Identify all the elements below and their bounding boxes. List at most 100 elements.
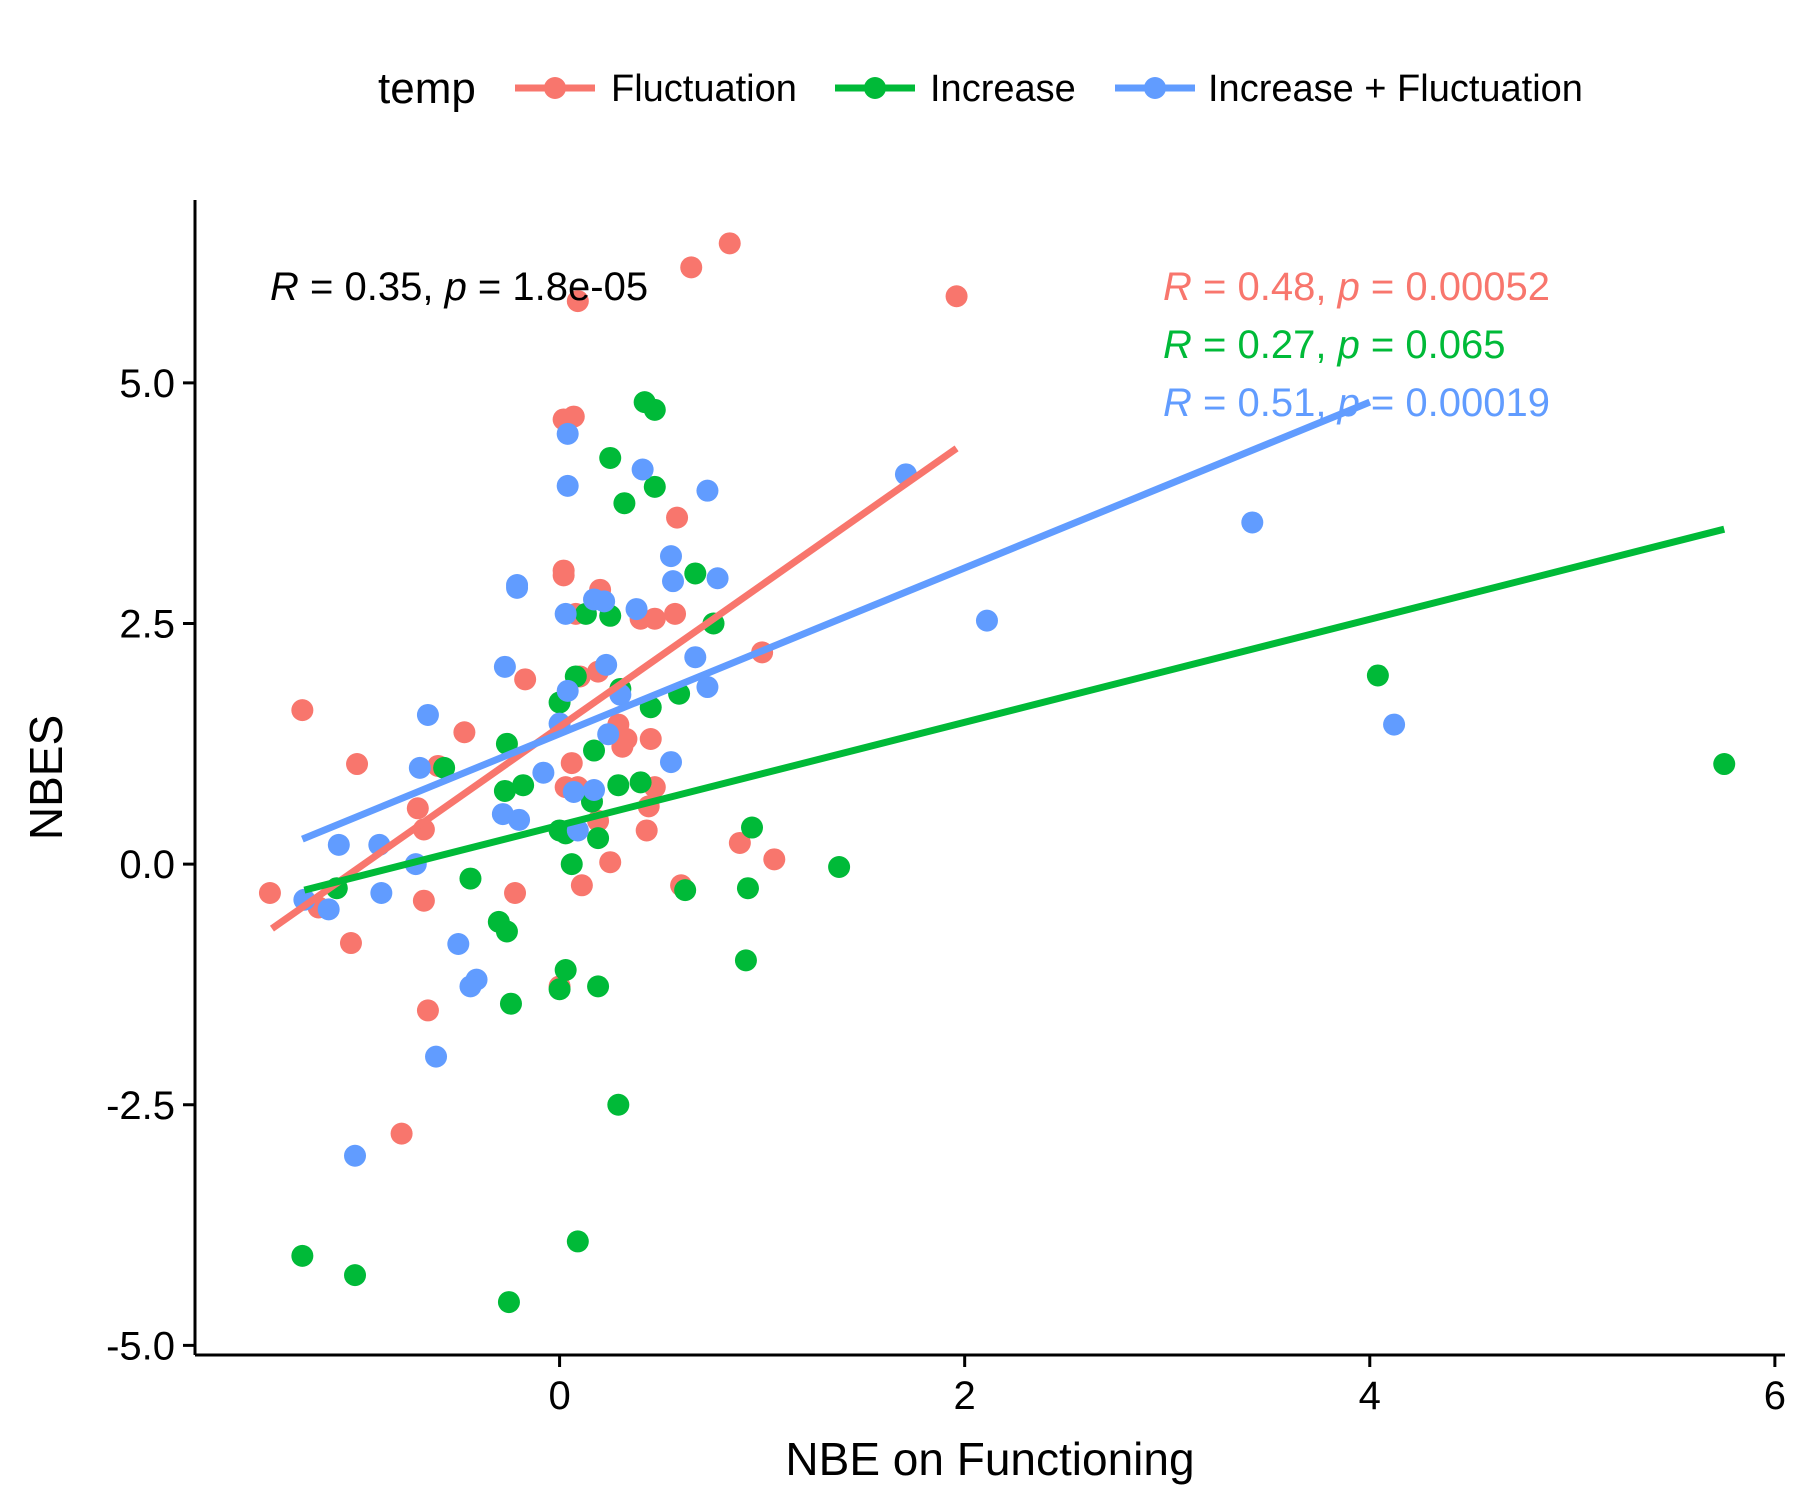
data-point [611, 735, 634, 758]
data-point [560, 853, 583, 876]
data-point [1713, 753, 1736, 776]
data-point [495, 920, 518, 943]
data-point [664, 602, 687, 625]
data-point [583, 779, 606, 802]
data-point [1366, 664, 1389, 687]
data-point [674, 879, 697, 902]
data-point [562, 780, 585, 803]
data-point [556, 679, 579, 702]
data-point [512, 774, 535, 797]
data-point [493, 655, 516, 678]
legend-key-point [1144, 77, 1166, 99]
series-stat-label: R = 0.51, p = 0.00019 [1163, 381, 1550, 425]
data-point [408, 756, 431, 779]
data-point [587, 975, 610, 998]
data-point [495, 732, 518, 755]
data-point [499, 992, 522, 1015]
data-point [554, 602, 577, 625]
data-point [560, 752, 583, 775]
x-tick-label: 2 [954, 1374, 976, 1418]
data-point [662, 570, 685, 593]
series-increase [291, 391, 1736, 1314]
data-point [339, 932, 362, 955]
data-point [390, 1122, 413, 1145]
data-point [639, 728, 662, 750]
data-point [556, 422, 579, 445]
data-point [506, 576, 529, 599]
legend-label: Increase + Fluctuation [1208, 68, 1583, 110]
data-point [554, 959, 577, 981]
data-point [741, 816, 764, 839]
y-axis-title: NBES [20, 715, 72, 840]
data-point [659, 751, 682, 774]
data-point [425, 1045, 448, 1068]
data-point [416, 703, 439, 726]
data-point [453, 721, 476, 744]
data-point [346, 753, 369, 776]
data-point [763, 848, 786, 871]
data-point [566, 1230, 589, 1253]
data-point [1241, 511, 1264, 534]
data-point [370, 882, 393, 904]
legend-label: Increase [930, 68, 1076, 110]
data-point [625, 598, 648, 621]
data-point [736, 877, 759, 900]
data-point [696, 676, 719, 699]
series-fluctuation [258, 232, 968, 1145]
data-point [344, 1264, 367, 1287]
data-point [684, 562, 707, 585]
data-point [975, 609, 998, 632]
data-point [1383, 713, 1406, 736]
data-point [666, 506, 689, 529]
data-point [566, 290, 589, 313]
data-point [607, 774, 630, 797]
data-point [570, 874, 593, 897]
data-point [643, 475, 666, 498]
data-point [291, 1244, 314, 1267]
data-point [643, 398, 666, 421]
data-point [728, 831, 751, 854]
legend-label: Fluctuation [611, 68, 797, 110]
data-point [734, 949, 757, 972]
data-point [416, 999, 439, 1022]
data-point [587, 827, 610, 850]
data-point [514, 668, 537, 691]
data-point [433, 756, 456, 779]
data-point [548, 978, 571, 1001]
data-point [629, 771, 652, 794]
data-point [327, 833, 350, 856]
regression-line [303, 525, 1726, 894]
data-point [659, 545, 682, 568]
data-point [556, 474, 579, 497]
y-tick-label: 2.5 [119, 603, 175, 647]
data-point [635, 819, 658, 842]
data-point [597, 723, 620, 746]
x-axis-title: NBE on Functioning [785, 1433, 1194, 1485]
data-point [696, 479, 719, 502]
data-point [613, 492, 636, 515]
regression-line [269, 445, 959, 932]
data-point [406, 797, 429, 820]
data-point [631, 458, 654, 481]
y-tick-label: -5.0 [106, 1324, 175, 1368]
regression-line [301, 398, 1372, 843]
data-point [504, 882, 527, 904]
y-tick-label: 5.0 [119, 362, 175, 406]
data-point [459, 975, 482, 998]
data-point [599, 446, 622, 469]
data-point [828, 856, 851, 879]
y-tick-label: -2.5 [106, 1084, 175, 1128]
x-tick-label: 0 [548, 1374, 570, 1418]
data-point [258, 882, 281, 904]
data-point [643, 607, 666, 630]
series-stat-label: R = 0.27, p = 0.065 [1163, 323, 1506, 367]
legend-key-point [544, 77, 566, 99]
data-point [497, 1291, 520, 1314]
data-point [718, 232, 741, 255]
x-tick-label: 6 [1764, 1374, 1786, 1418]
data-point [684, 646, 707, 669]
data-point [706, 567, 729, 590]
series-stat-label: R = 0.48, p = 0.00052 [1163, 265, 1550, 309]
